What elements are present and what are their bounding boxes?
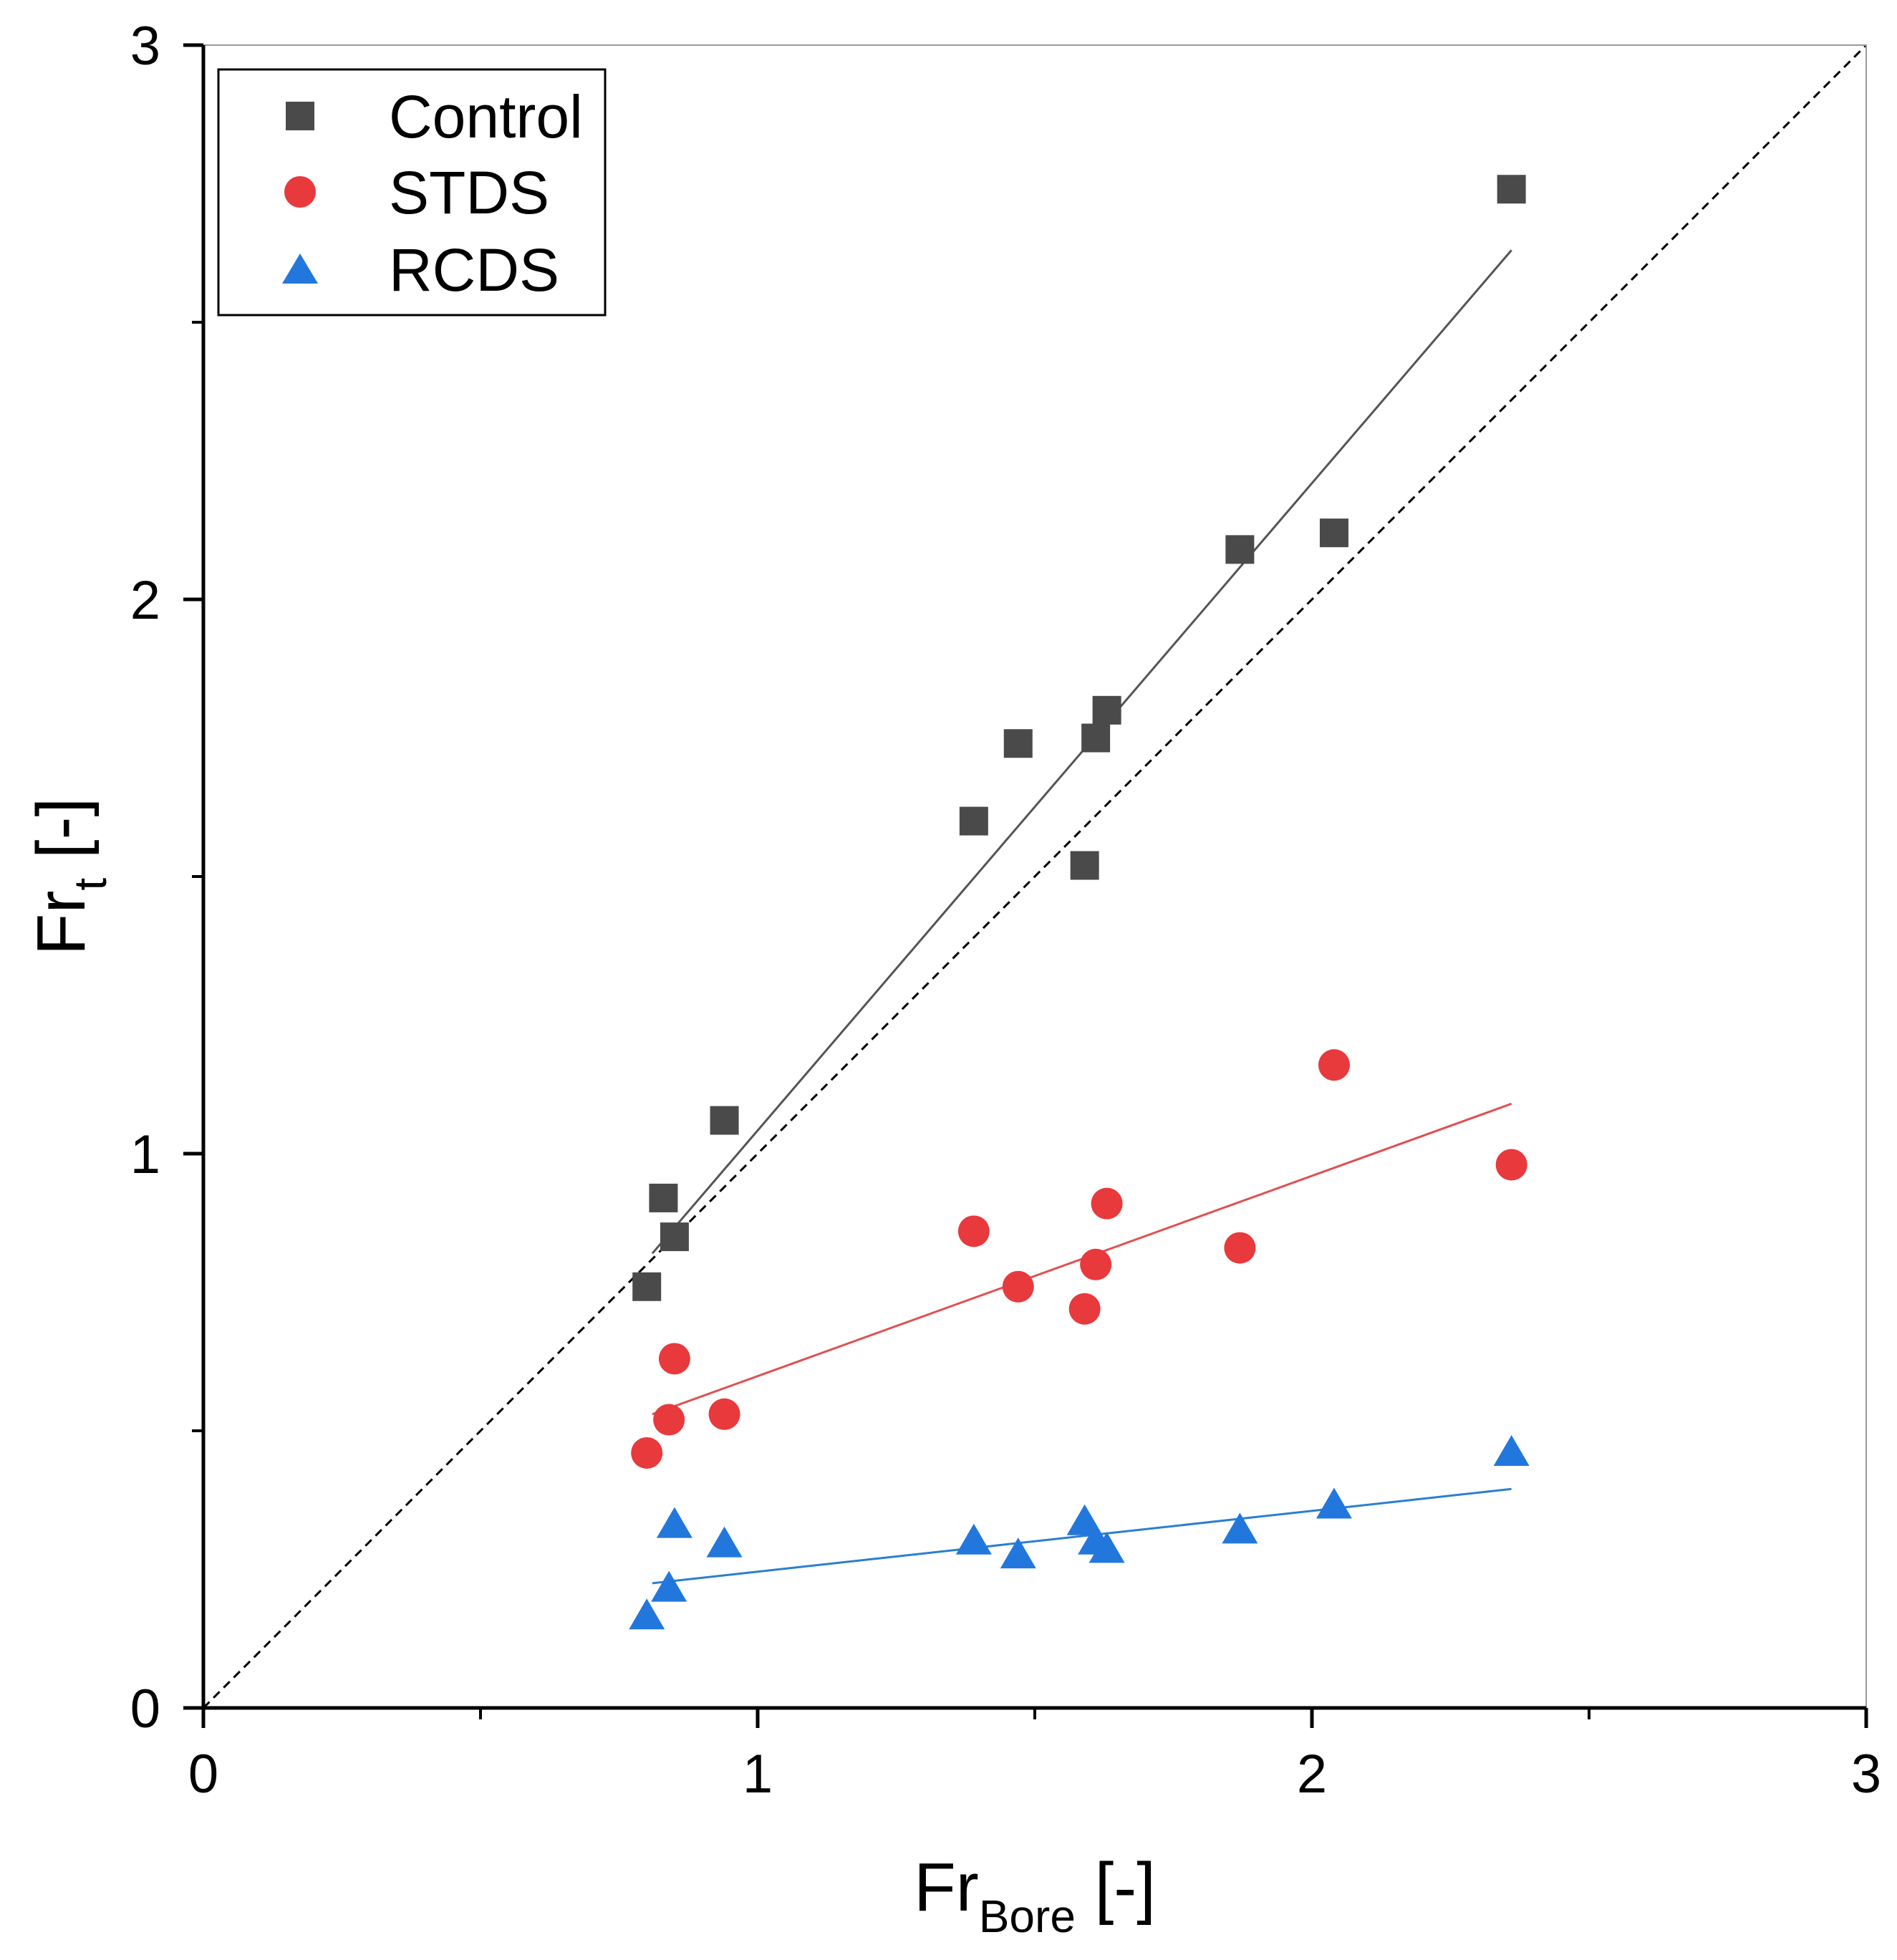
data-point-rcds xyxy=(656,1507,692,1538)
data-point-stds xyxy=(1318,1049,1350,1081)
data-point-stds xyxy=(1495,1149,1527,1181)
data-point-stds xyxy=(631,1437,663,1469)
data-point-control xyxy=(1319,518,1348,548)
legend: Control STDS RCDS xyxy=(217,68,607,317)
data-point-control xyxy=(1225,535,1255,564)
data-point-control xyxy=(1070,851,1099,880)
data-point-rcds xyxy=(706,1526,743,1558)
data-point-control xyxy=(660,1222,689,1252)
data-point-stds xyxy=(1068,1293,1101,1325)
x-tick-label: 1 xyxy=(743,1744,773,1805)
x-tick-label: 3 xyxy=(1851,1744,1881,1805)
data-points-layer xyxy=(629,175,1530,1630)
y-tick-label: 2 xyxy=(130,570,160,631)
legend-label-stds: STDS xyxy=(389,159,549,226)
y-axis-title-main: Fr xyxy=(23,891,100,956)
data-point-rcds xyxy=(1316,1487,1352,1519)
data-point-rcds xyxy=(955,1523,992,1555)
data-point-rcds xyxy=(651,1570,687,1602)
legend-marker-stds xyxy=(284,176,316,208)
legend-label-rcds: RCDS xyxy=(389,236,559,304)
data-point-stds xyxy=(658,1343,690,1375)
y-tick-label: 1 xyxy=(130,1124,160,1185)
svg-text:FrBore [-]: FrBore [-] xyxy=(914,1849,1156,1942)
data-point-stds xyxy=(1002,1270,1034,1303)
data-point-rcds xyxy=(1089,1532,1125,1563)
data-point-stds xyxy=(653,1404,685,1436)
x-axis-title-suffix: [-] xyxy=(1076,1849,1156,1926)
svg-text:Frt [-]: Frt [-] xyxy=(23,798,116,955)
x-tick-label: 2 xyxy=(1297,1744,1327,1805)
data-point-stds xyxy=(957,1215,990,1247)
legend-box xyxy=(217,68,607,317)
data-point-control xyxy=(632,1272,662,1301)
x-axis-title-subscript: Bore xyxy=(979,1891,1076,1942)
x-axis-title-main: Fr xyxy=(914,1849,979,1926)
data-point-rcds xyxy=(1493,1434,1530,1466)
y-axis-title: Frt [-] xyxy=(23,798,116,955)
reference-line-layer xyxy=(203,45,1866,1708)
y-tick-label: 3 xyxy=(130,16,160,77)
data-point-stds xyxy=(1091,1187,1123,1220)
reference-line-1-to-1 xyxy=(203,45,1866,1708)
data-point-stds xyxy=(1224,1232,1256,1264)
data-point-control xyxy=(649,1183,678,1212)
data-point-control xyxy=(1497,175,1526,204)
y-axis-title-subscript: t xyxy=(64,878,116,891)
legend-marker-control xyxy=(286,102,314,130)
data-point-control xyxy=(1081,723,1111,753)
fit-line-rcds xyxy=(652,1487,1512,1585)
data-point-control xyxy=(959,806,988,836)
data-point-rcds xyxy=(1000,1537,1036,1569)
data-point-stds xyxy=(1080,1248,1112,1280)
axes: 0 1 2 3 0 1 2 3 xyxy=(130,16,1881,1805)
data-point-control xyxy=(710,1106,739,1135)
y-tick-label: 0 xyxy=(130,1679,160,1739)
x-axis-title: FrBore [-] xyxy=(914,1849,1156,1942)
legend-marker-rcds xyxy=(282,254,318,284)
data-point-stds xyxy=(708,1398,740,1430)
data-point-control xyxy=(1003,729,1033,758)
data-point-rcds xyxy=(629,1598,665,1630)
data-point-control xyxy=(1092,695,1121,725)
legend-label-control: Control xyxy=(389,83,583,150)
x-tick-label: 0 xyxy=(188,1744,218,1805)
data-point-rcds xyxy=(1222,1512,1258,1544)
y-axis-title-suffix: [-] xyxy=(23,798,100,878)
